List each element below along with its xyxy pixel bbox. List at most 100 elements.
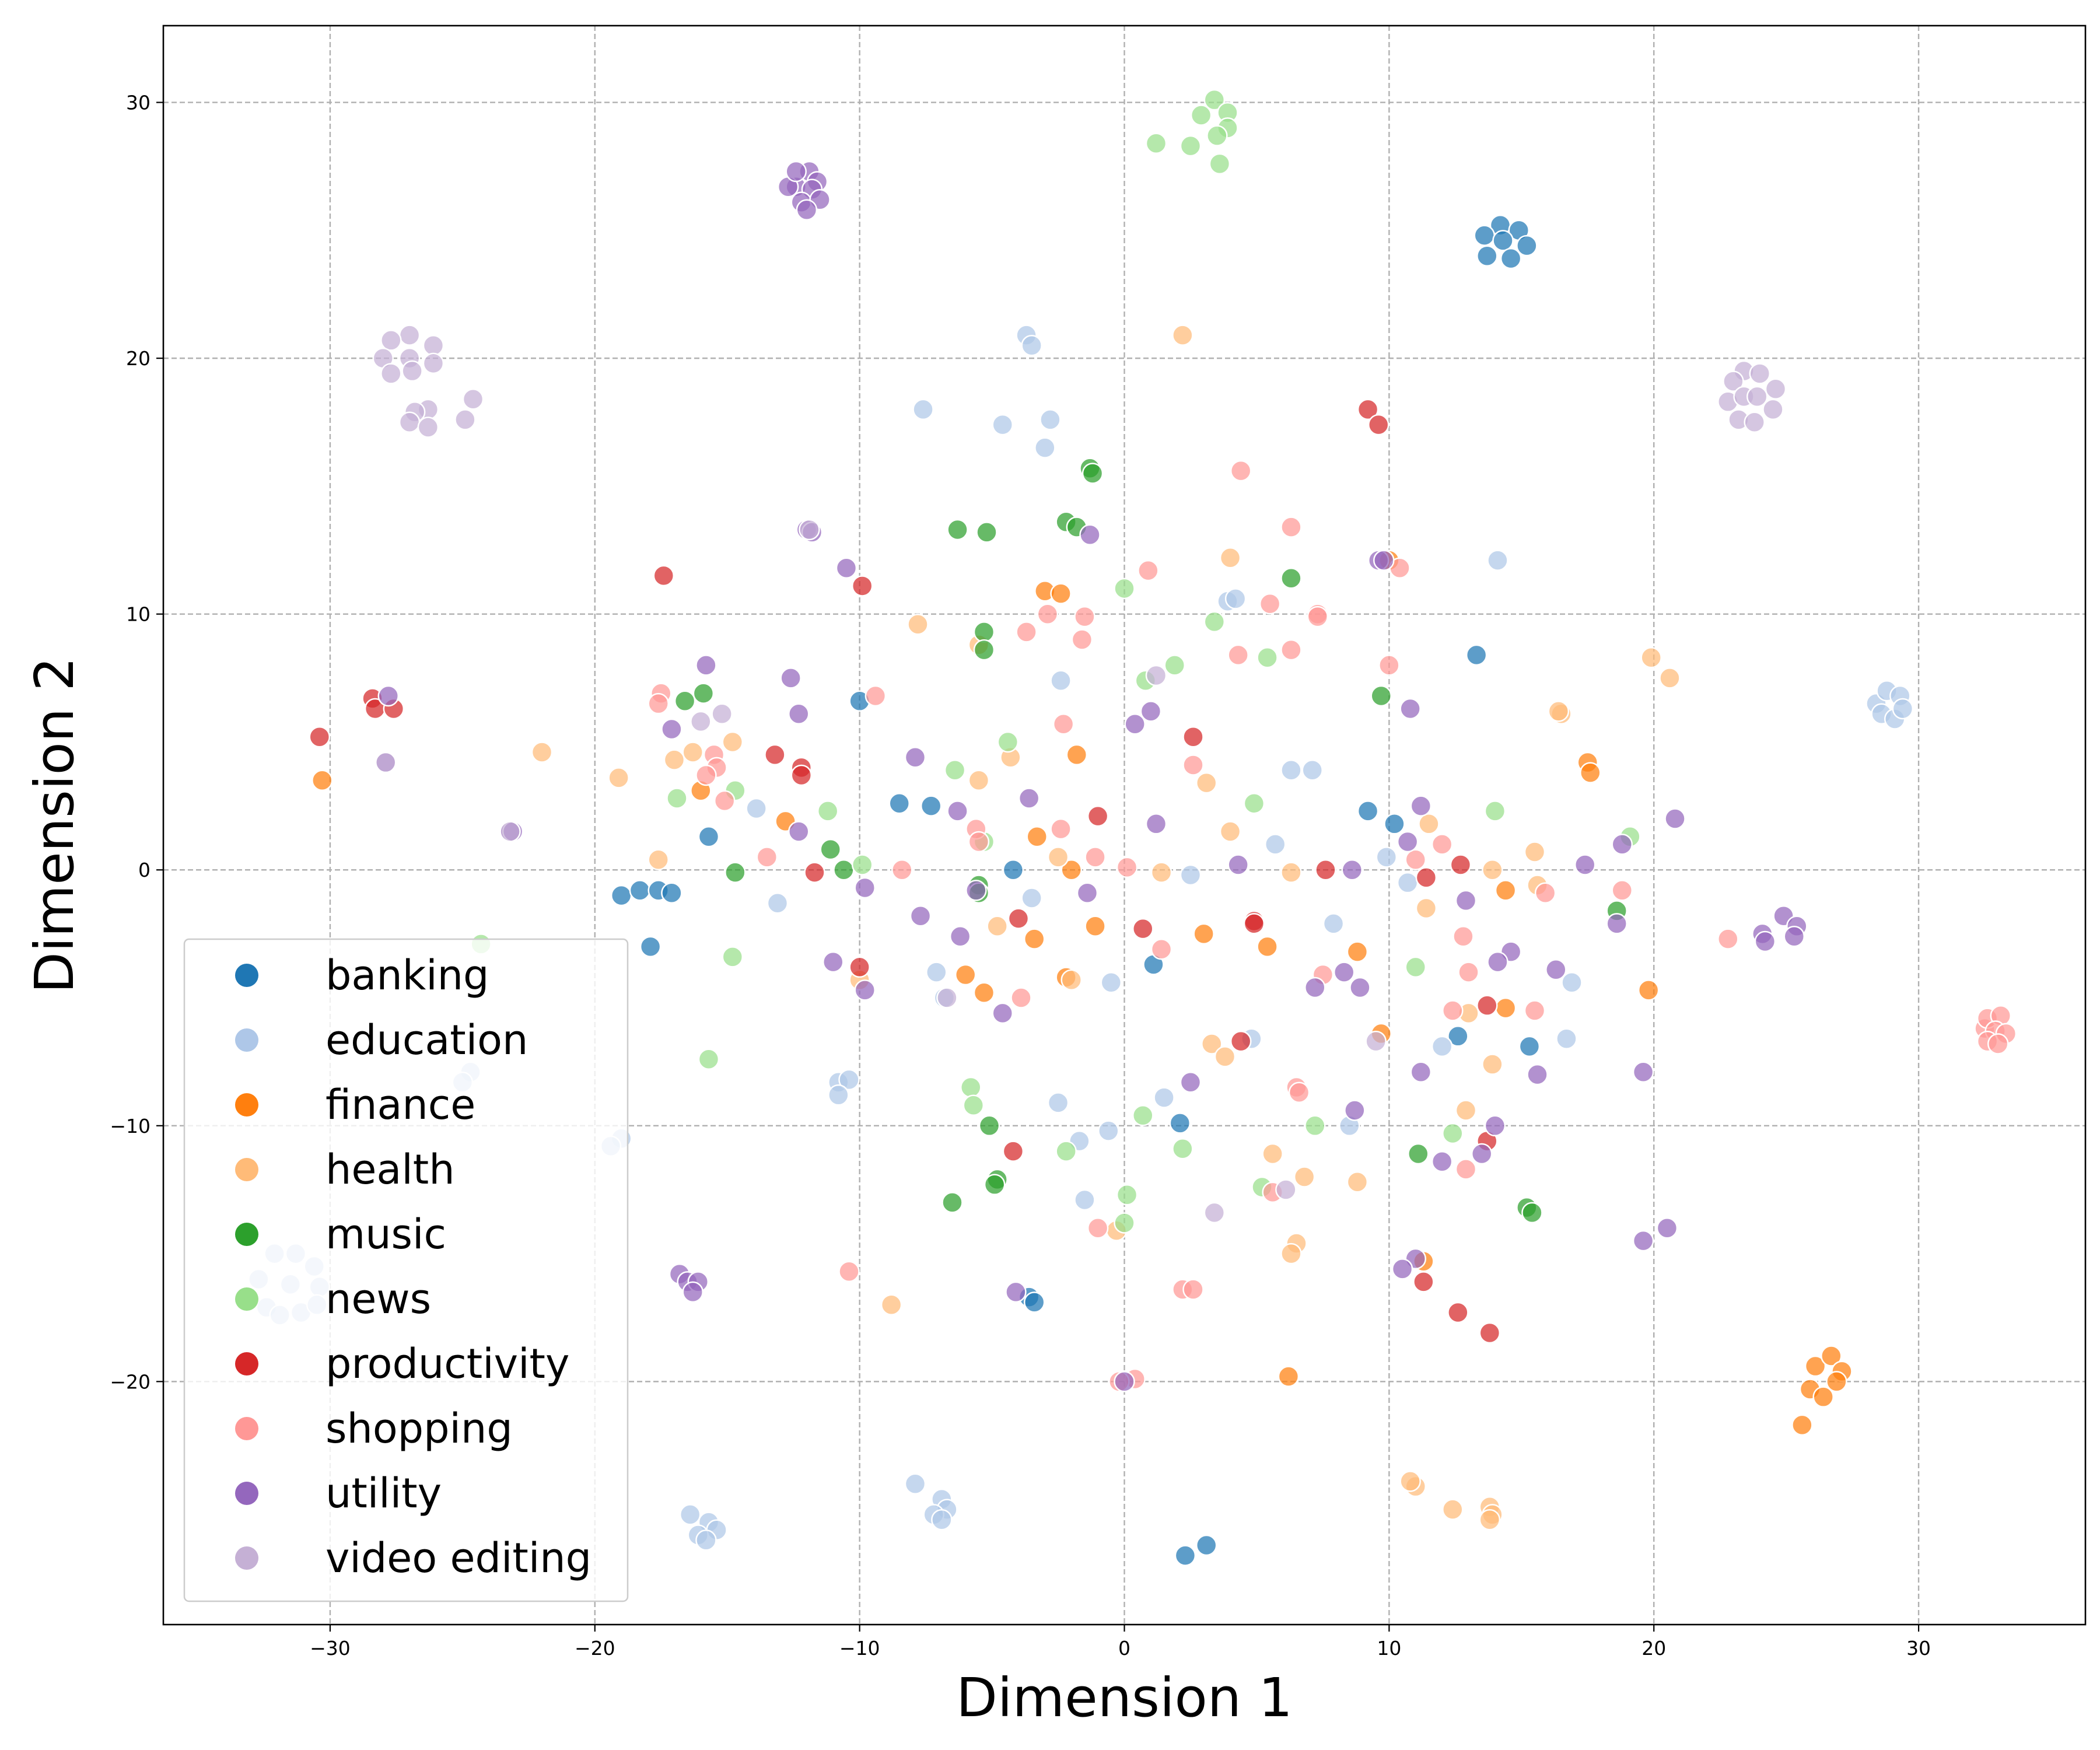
data-point <box>695 654 717 676</box>
data-point <box>790 764 813 786</box>
data-point <box>1138 559 1159 582</box>
data-point <box>986 915 1008 937</box>
legend-label: music <box>326 1210 446 1258</box>
data-point <box>1132 918 1154 940</box>
data-point <box>1611 834 1633 855</box>
data-point <box>648 692 669 715</box>
data-point <box>1479 1508 1501 1531</box>
y-tick-label: 20 <box>126 347 150 370</box>
data-point <box>1262 1143 1283 1165</box>
data-point <box>947 800 968 822</box>
data-point <box>661 718 682 740</box>
data-point <box>973 621 995 643</box>
data-point <box>1230 460 1252 482</box>
data-point <box>1322 913 1345 935</box>
data-point <box>1723 370 1744 392</box>
data-point <box>1659 667 1681 689</box>
data-point <box>1206 125 1228 146</box>
legend-item: shopping <box>235 1405 513 1452</box>
data-point <box>1548 701 1570 722</box>
data-point <box>1098 1120 1119 1142</box>
data-point <box>1465 644 1488 666</box>
data-point <box>1500 247 1522 270</box>
data-point <box>312 769 333 792</box>
data-point <box>1471 1143 1493 1165</box>
data-point <box>1174 1545 1196 1566</box>
legend-label: shopping <box>326 1405 513 1452</box>
data-point <box>1482 1054 1503 1075</box>
data-point <box>1052 713 1074 735</box>
data-point <box>1060 859 1082 881</box>
data-point <box>1278 1366 1300 1387</box>
data-point <box>1201 1033 1223 1055</box>
legend-marker <box>235 1546 258 1570</box>
data-point <box>1494 997 1517 1019</box>
data-point <box>1413 1271 1434 1293</box>
data-point <box>682 1281 704 1303</box>
data-point <box>822 951 844 973</box>
y-tick-label: 30 <box>126 92 150 114</box>
data-point <box>1087 805 1109 827</box>
data-point <box>1243 792 1265 814</box>
data-point <box>398 324 421 346</box>
data-point <box>1812 1386 1834 1408</box>
data-point <box>713 790 736 812</box>
data-point <box>1280 639 1302 661</box>
data-point <box>1408 1143 1429 1165</box>
data-point <box>804 862 825 883</box>
data-point <box>1333 961 1355 983</box>
data-point <box>1050 818 1072 840</box>
series-music <box>674 457 1628 1224</box>
data-point <box>1307 606 1329 628</box>
legend-label: health <box>326 1146 455 1194</box>
legend-item: education <box>235 1016 528 1064</box>
data-point <box>1640 646 1662 668</box>
data-point <box>785 160 807 183</box>
series-banking <box>610 214 1541 1566</box>
data-point <box>1431 1035 1453 1058</box>
data-point <box>1447 1301 1469 1324</box>
series-productivity <box>309 398 1501 1344</box>
data-point <box>1293 1166 1315 1188</box>
data-point <box>1391 1258 1413 1280</box>
data-point <box>942 1192 963 1213</box>
data-point <box>1275 1179 1297 1200</box>
data-point <box>1479 1322 1501 1344</box>
data-point <box>817 800 839 822</box>
data-point <box>724 862 746 883</box>
legend-marker <box>235 1158 258 1181</box>
data-point <box>1016 621 1037 643</box>
data-point <box>891 859 913 881</box>
data-point <box>1442 1122 1464 1144</box>
data-point <box>1180 1072 1202 1093</box>
data-point <box>1150 862 1172 883</box>
data-point <box>1524 841 1546 863</box>
axis-ticks: −30 −20 −10 0 10 20 30 −20 −10 0 10 20 30 <box>110 92 1931 1660</box>
legend-marker <box>235 1417 258 1440</box>
data-point <box>973 982 995 1004</box>
data-point <box>661 882 682 904</box>
x-tick-label: 10 <box>1377 1637 1401 1660</box>
data-point <box>1370 685 1392 707</box>
data-point <box>1304 1115 1326 1137</box>
data-point <box>926 961 947 983</box>
data-point <box>1018 788 1040 809</box>
data-point <box>1487 550 1508 571</box>
data-point <box>1487 951 1508 973</box>
data-point <box>1754 930 1776 953</box>
data-point <box>374 751 397 774</box>
data-point <box>960 1076 982 1098</box>
data-point <box>639 936 662 958</box>
series-news <box>470 89 1641 1234</box>
data-point <box>1087 1217 1109 1239</box>
data-point <box>1074 1189 1096 1211</box>
data-point <box>1007 908 1030 929</box>
data-point <box>1021 887 1042 909</box>
data-point <box>907 613 929 635</box>
data-point <box>1050 670 1072 691</box>
data-point <box>1066 744 1088 766</box>
data-point <box>422 334 444 356</box>
legend-label: news <box>326 1275 431 1323</box>
legend-item: finance <box>235 1081 475 1129</box>
